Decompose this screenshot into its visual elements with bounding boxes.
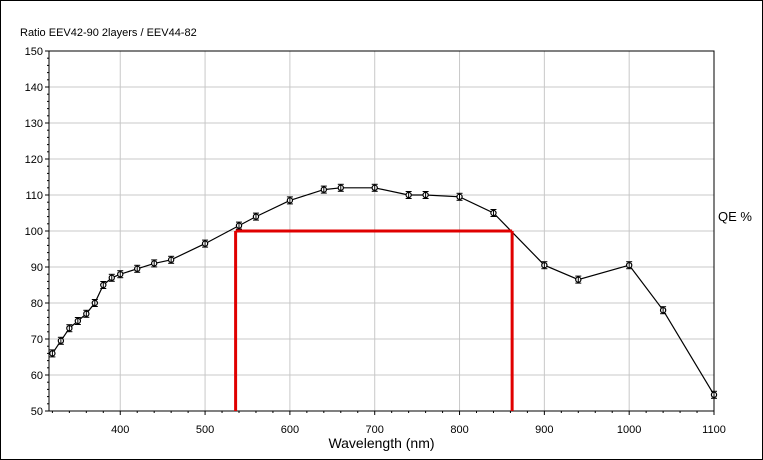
x-tick-label: 700 <box>366 424 384 436</box>
data-point <box>167 255 175 264</box>
x-tick-label: 800 <box>450 424 468 436</box>
chart-title: Ratio EEV42-90 2layers / EEV44-82 <box>20 27 197 39</box>
x-tick-label: 600 <box>281 424 299 436</box>
data-point <box>337 183 344 192</box>
data-point <box>49 349 56 358</box>
data-point <box>235 221 243 230</box>
data-point <box>57 336 65 345</box>
y-tick-label: 130 <box>25 118 43 130</box>
x-axis-label: Wavelength (nm) <box>328 435 434 451</box>
x-tick-label: 400 <box>111 424 129 436</box>
x-tick-label: 900 <box>535 424 553 436</box>
data-point <box>422 191 429 199</box>
y-axis-label: QE % <box>718 209 752 224</box>
data-point <box>150 259 158 268</box>
annotation-layer <box>234 229 514 411</box>
series-layer <box>49 183 718 399</box>
y-tick-label: 150 <box>25 46 43 58</box>
y-tick-label: 120 <box>25 154 43 166</box>
x-tick-label: 1100 <box>702 424 726 436</box>
data-point <box>74 317 82 325</box>
y-tick-label: 140 <box>25 82 43 94</box>
data-point <box>456 192 463 201</box>
data-point <box>710 390 718 399</box>
y-tick-label: 90 <box>31 262 43 274</box>
data-point <box>541 261 548 270</box>
data-point <box>201 239 209 248</box>
y-tick-label: 110 <box>25 190 43 202</box>
y-tick-label: 60 <box>31 370 43 382</box>
x-tick-label: 1000 <box>617 424 641 436</box>
data-point <box>252 212 260 221</box>
y-tick-label: 70 <box>31 334 43 346</box>
data-point <box>91 299 99 307</box>
data-point <box>320 185 328 194</box>
data-point <box>117 270 124 279</box>
x-tick-label: 500 <box>196 424 214 436</box>
data-point <box>100 281 107 289</box>
data-point <box>286 196 294 205</box>
data-point <box>108 273 115 282</box>
data-point <box>659 306 667 315</box>
data-point <box>490 209 497 217</box>
y-tick-label: 50 <box>31 406 43 418</box>
y-tick-label: 100 <box>25 226 43 238</box>
data-point <box>371 183 378 192</box>
data-point <box>625 261 633 270</box>
data-point <box>405 191 412 199</box>
data-point <box>66 324 73 333</box>
series-line <box>51 187 715 396</box>
data-point <box>83 309 90 318</box>
y-tick-label: 80 <box>31 298 43 310</box>
data-point <box>575 275 582 284</box>
axis-ticks: 50 60 70 80 90 100 110 120 130 140 150 400 500 600 700… <box>25 46 726 436</box>
data-point <box>134 264 141 273</box>
